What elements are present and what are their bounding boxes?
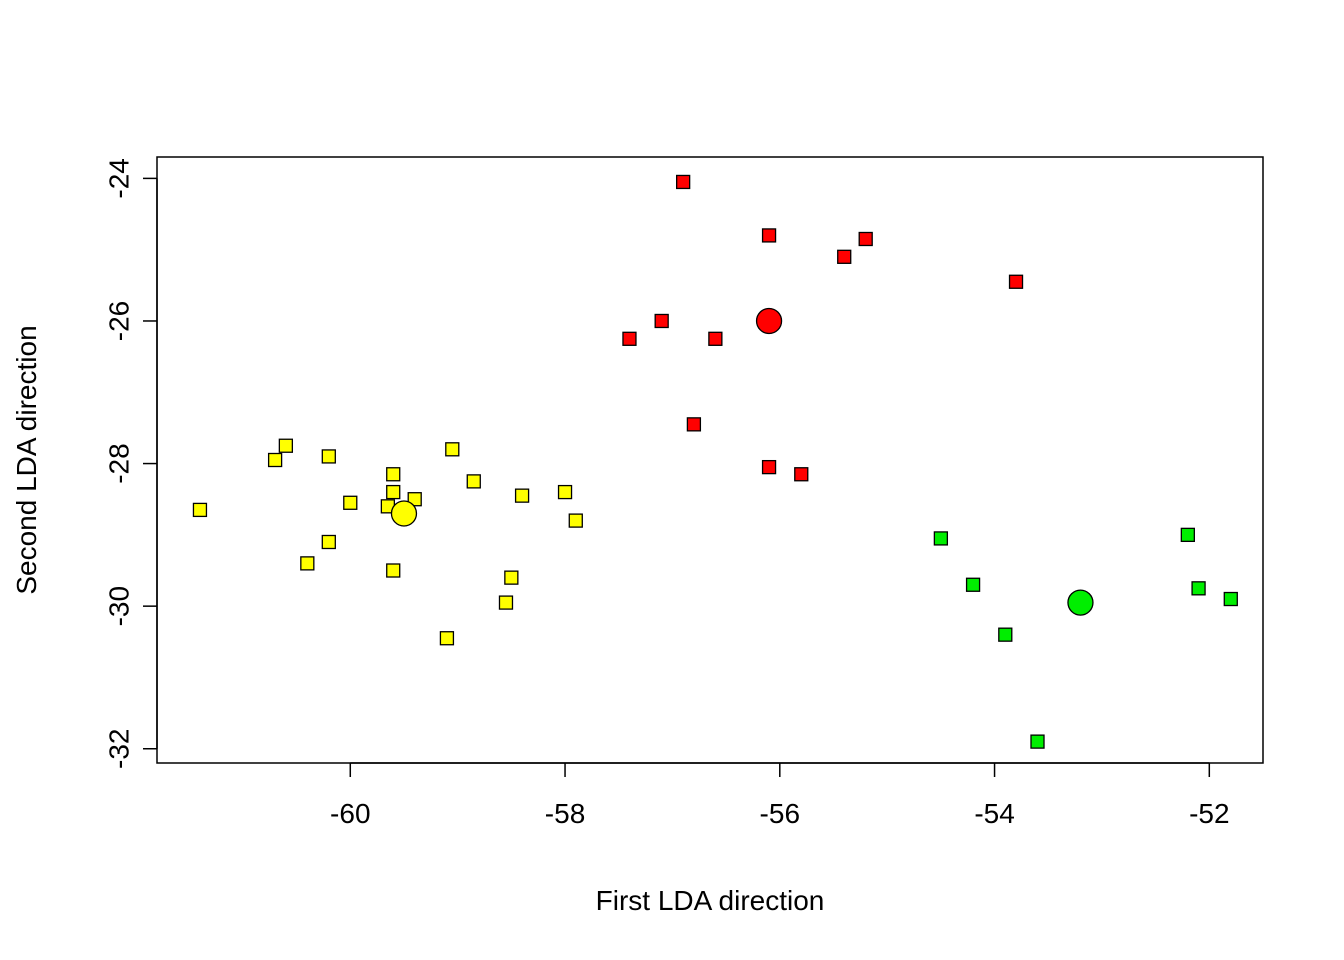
x-tick-label: -58 (545, 798, 585, 829)
data-point (386, 563, 401, 578)
data-point (504, 570, 519, 585)
data-point (654, 313, 669, 329)
data-point (1030, 734, 1045, 749)
data-point (267, 452, 283, 468)
data-point (321, 534, 336, 550)
centroid-point (390, 500, 418, 527)
y-tick-label: -30 (104, 586, 135, 626)
x-axis-label: First LDA direction (596, 885, 825, 916)
data-point (998, 627, 1013, 642)
data-point (837, 249, 852, 264)
x-tick-label: -52 (1189, 798, 1229, 829)
data-point (761, 228, 777, 243)
data-point (568, 513, 583, 528)
data-point (343, 495, 358, 510)
x-tick-label: -54 (974, 798, 1014, 829)
data-point (514, 488, 530, 503)
data-point (557, 484, 573, 500)
data-points (192, 174, 1238, 749)
y-tick-label: -24 (104, 158, 135, 198)
data-point (466, 474, 481, 489)
data-point (439, 631, 455, 646)
centroid-point (755, 307, 783, 335)
data-point (445, 442, 460, 457)
data-point (708, 331, 723, 346)
data-point (1191, 581, 1206, 596)
y-tick-label: -28 (104, 443, 135, 483)
data-point (676, 174, 691, 190)
data-point (1008, 274, 1024, 289)
data-point (686, 417, 702, 432)
y-tick-label: -32 (104, 729, 135, 769)
data-point (1223, 591, 1238, 607)
data-point (386, 484, 401, 500)
data-point (622, 331, 637, 346)
data-point (407, 492, 422, 507)
data-point (794, 467, 809, 482)
centroid-point (1067, 589, 1094, 616)
data-point (278, 438, 294, 453)
x-tick-label: -56 (760, 798, 800, 829)
data-point (192, 502, 208, 518)
data-point (965, 577, 981, 592)
data-point (498, 595, 514, 610)
data-point (321, 449, 336, 464)
data-point (386, 467, 401, 482)
data-point (300, 556, 315, 571)
y-tick-label: -26 (104, 301, 135, 341)
data-point (933, 531, 949, 546)
data-point (761, 459, 777, 475)
axes: -60 -58 -56 -54 -52 -32 -30 -28 -26 -24 (104, 158, 1230, 829)
y-axis-label: Second LDA direction (11, 325, 42, 594)
data-point (1180, 527, 1195, 543)
x-tick-label: -60 (330, 798, 370, 829)
data-point (858, 231, 873, 247)
